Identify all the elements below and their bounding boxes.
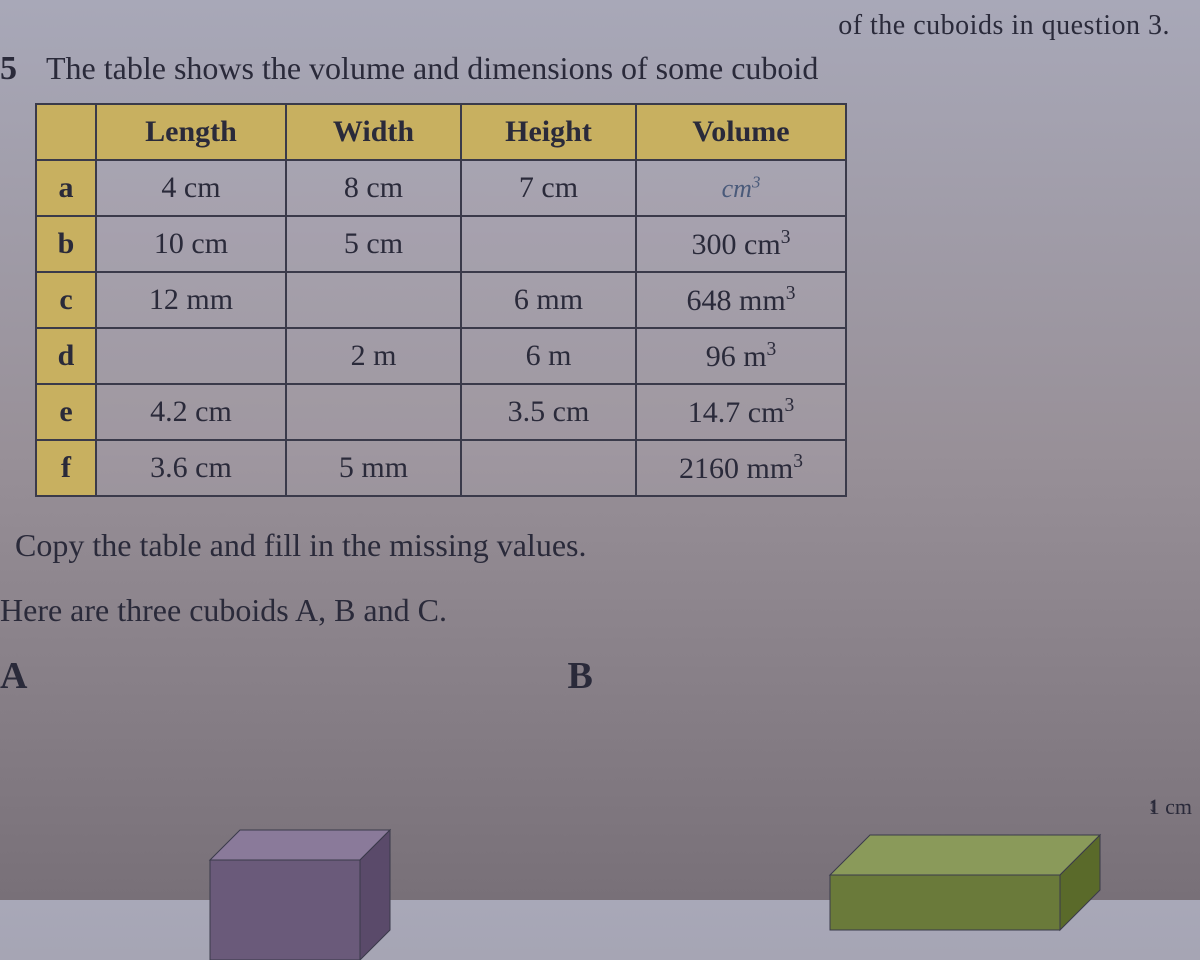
table-row: b10 cm5 cm 300 cm3 [36, 216, 846, 272]
top-cutoff-text: of the cuboids in question 3. [0, 10, 1180, 42]
question-number: 5 [0, 50, 28, 88]
cell-volume: cm3 [636, 160, 846, 216]
row-label: f [36, 440, 96, 496]
cell-width: 2 m [286, 328, 461, 384]
header-width: Width [286, 104, 461, 160]
cell-width: 5 mm [286, 440, 461, 496]
header-volume: Volume [636, 104, 846, 160]
cell-volume: 648 mm3 [636, 272, 846, 328]
cuboid-b-shape [820, 820, 1120, 940]
table-row: e4.2 cm 3.5 cm14.7 cm3 [36, 384, 846, 440]
pencil-annotation: cm3 [722, 174, 761, 203]
cell-volume: 14.7 cm3 [636, 384, 846, 440]
cell-width [286, 384, 461, 440]
table-row: f3.6 cm5 mm 2160 mm3 [36, 440, 846, 496]
cell-height: 3.5 cm [461, 384, 636, 440]
cell-height: 7 cm [461, 160, 636, 216]
cell-height [461, 216, 636, 272]
dimension-label: 1 cm [1149, 794, 1192, 820]
row-label: b [36, 216, 96, 272]
table-row: a4 cm8 cm7 cm cm3 [36, 160, 846, 216]
table-row: c12 mm 6 mm648 mm3 [36, 272, 846, 328]
row-label: e [36, 384, 96, 440]
header-corner [36, 104, 96, 160]
cell-height: 6 mm [461, 272, 636, 328]
cuboid-label-a: A [0, 654, 27, 698]
cell-width: 8 cm [286, 160, 461, 216]
cell-length: 4 cm [96, 160, 286, 216]
next-question-text: Here are three cuboids A, B and C. [0, 592, 1180, 629]
cuboid-label-b: B [567, 654, 592, 698]
cell-length: 12 mm [96, 272, 286, 328]
header-length: Length [96, 104, 286, 160]
question-text: The table shows the volume and dimension… [46, 50, 818, 87]
cuboid-dimensions-table: Length Width Height Volume a4 cm8 cm7 cm… [35, 103, 847, 497]
cell-height: 6 m [461, 328, 636, 384]
row-label: a [36, 160, 96, 216]
instruction-text: Copy the table and fill in the missing v… [15, 527, 1180, 564]
cell-width: 5 cm [286, 216, 461, 272]
cell-length: 10 cm [96, 216, 286, 272]
cell-volume: 96 m3 [636, 328, 846, 384]
row-label: c [36, 272, 96, 328]
cell-volume: 2160 mm3 [636, 440, 846, 496]
row-label: d [36, 328, 96, 384]
cell-length: 4.2 cm [96, 384, 286, 440]
table-row: d 2 m6 m96 m3 [36, 328, 846, 384]
cell-volume: 300 cm3 [636, 216, 846, 272]
cell-length: 3.6 cm [96, 440, 286, 496]
cuboid-a-shape [190, 820, 410, 960]
cell-width [286, 272, 461, 328]
cell-length [96, 328, 286, 384]
cell-height [461, 440, 636, 496]
header-height: Height [461, 104, 636, 160]
